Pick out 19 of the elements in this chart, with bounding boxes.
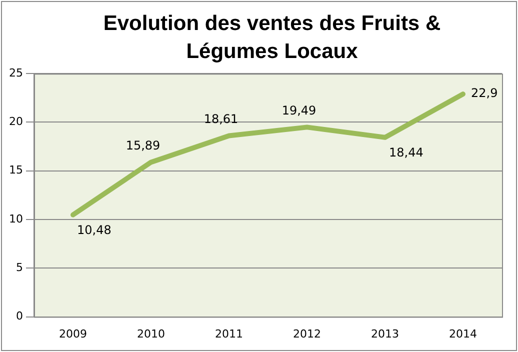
y-tick-label: 20 bbox=[8, 115, 23, 128]
y-tick-label: 25 bbox=[8, 66, 23, 80]
text: 18,44 bbox=[389, 146, 424, 160]
x-tick-label: 2014 bbox=[449, 327, 477, 340]
x-tick-label: 2013 bbox=[371, 327, 399, 340]
text: 19,49 bbox=[282, 103, 316, 118]
chart-title: Evolution des ventes des Fruits & Légumes Locaux bbox=[102, 11, 442, 65]
y-tick-label: 5 bbox=[16, 261, 23, 274]
x-tick-label: 2011 bbox=[215, 327, 243, 340]
x-tick-label: 2010 bbox=[137, 327, 165, 340]
text: 10,48 bbox=[76, 222, 112, 237]
y-tick-label: 0 bbox=[16, 310, 23, 323]
text: 15,89 bbox=[126, 138, 160, 152]
y-tick-label: 10 bbox=[8, 212, 23, 226]
x-tick-label: 2012 bbox=[293, 327, 321, 340]
text: 18,61 bbox=[204, 112, 238, 126]
y-tick-label: 15 bbox=[8, 164, 23, 177]
text: 22,9 bbox=[471, 86, 498, 100]
x-tick-label: 2009 bbox=[58, 327, 87, 340]
